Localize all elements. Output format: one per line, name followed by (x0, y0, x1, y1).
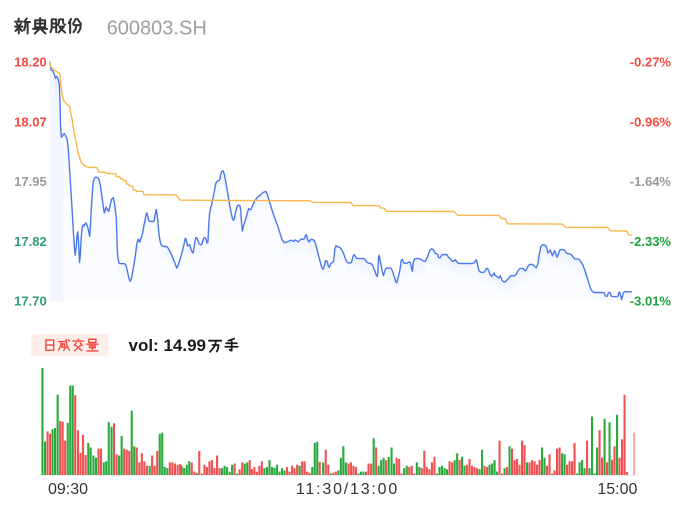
svg-text:17.95: 17.95 (14, 174, 47, 189)
svg-text:-0.27%: -0.27% (630, 55, 672, 70)
svg-text:-1.64%: -1.64% (630, 174, 672, 189)
svg-text:17.82: 17.82 (14, 234, 47, 249)
svg-text:18.07: 18.07 (14, 115, 47, 130)
svg-text:11:30/13:00: 11:30/13:00 (296, 481, 399, 498)
svg-text:09:30: 09:30 (48, 481, 88, 498)
svg-text:17.70: 17.70 (14, 294, 47, 309)
svg-text:18.20: 18.20 (14, 55, 47, 70)
svg-text:15:00: 15:00 (597, 481, 637, 498)
svg-text:-2.33%: -2.33% (630, 234, 672, 249)
svg-text:-3.01%: -3.01% (630, 294, 672, 309)
svg-text:-0.96%: -0.96% (630, 115, 672, 130)
svg-text:600803.SH: 600803.SH (107, 17, 207, 39)
svg-text:vol: 14.99: vol: 14.99 (129, 336, 207, 355)
